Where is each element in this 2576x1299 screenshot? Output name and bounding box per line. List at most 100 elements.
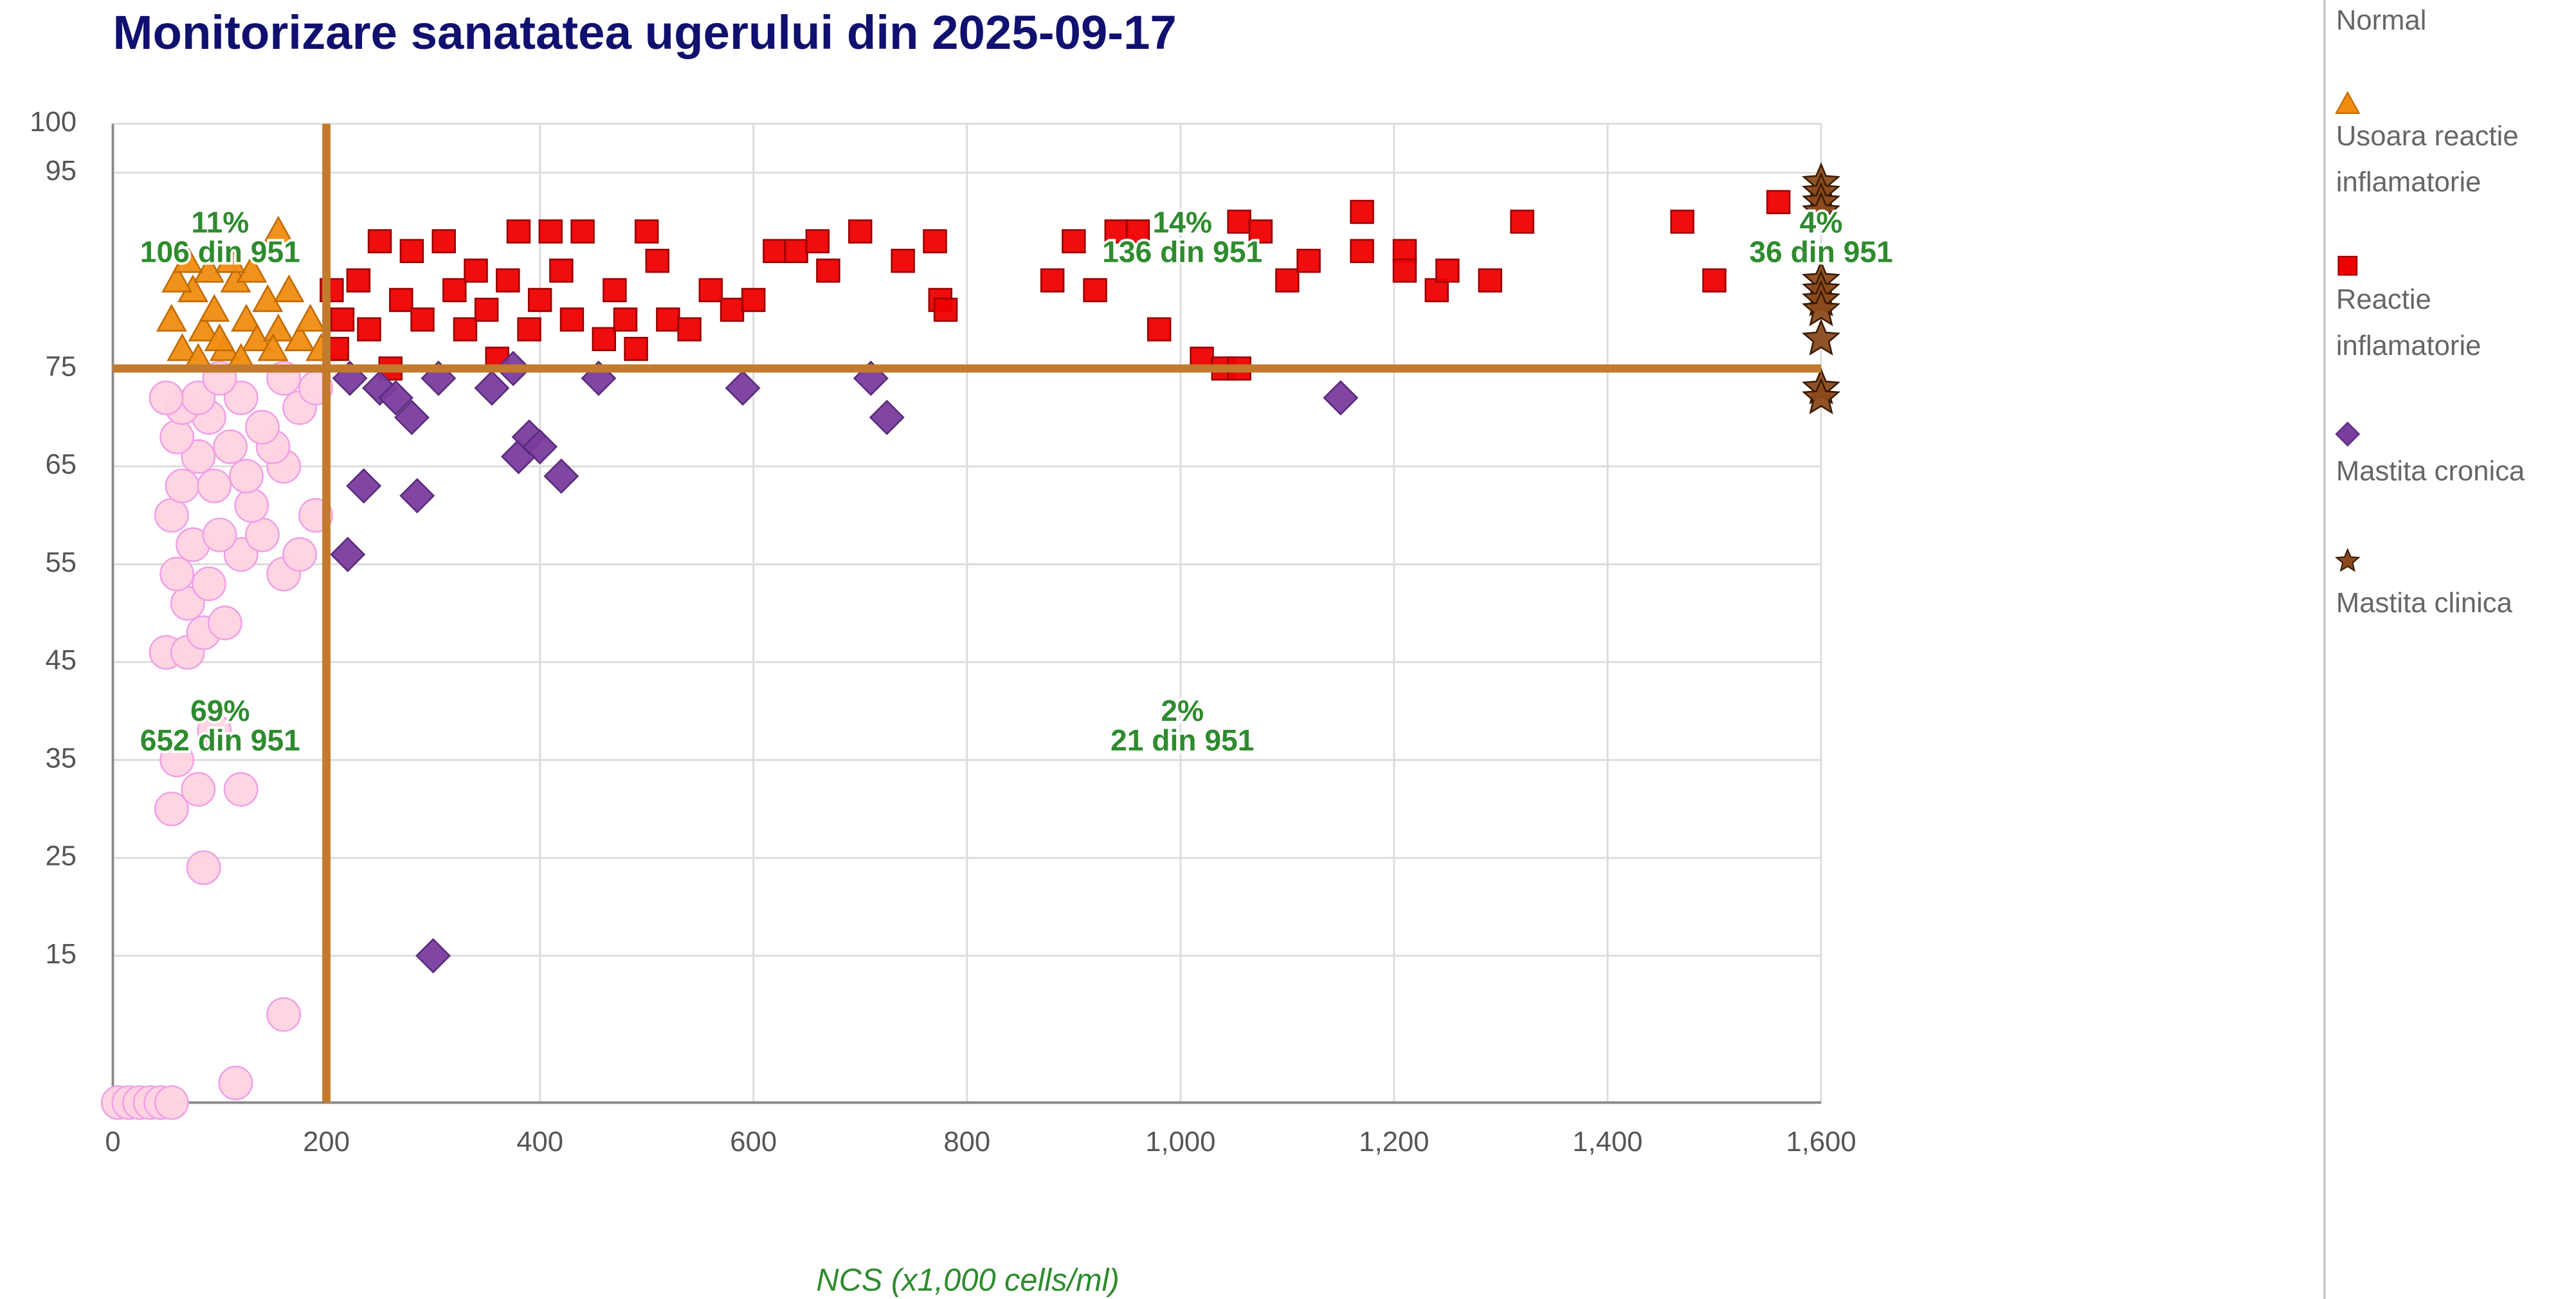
data-point [613,307,638,332]
legend-label: Reactie inflamatorie [2336,284,2481,362]
data-point [357,317,381,341]
data-point [154,1085,189,1120]
legend-entry: Mastita cronica [2336,455,2525,487]
data-point [522,429,558,465]
data-point [1350,199,1374,224]
data-point [389,287,413,313]
data-point [415,938,451,974]
annotation-count: 652 din 951 [140,723,300,757]
data-point [156,304,187,332]
data-point [262,313,294,341]
data-point [1392,259,1417,283]
data-point [1802,289,1841,327]
data-point [1702,268,1727,293]
data-point [869,399,905,435]
data-point [245,410,280,445]
data-point [805,229,830,253]
data-point [527,287,552,313]
data-point [188,313,219,341]
data-point [181,772,216,807]
y-tick-label: 65 [46,450,77,480]
data-point [624,336,648,361]
data-point [273,274,305,302]
data-point [399,478,435,514]
x-tick-label: 1,000 [1145,1127,1215,1158]
data-point [215,245,246,273]
legend-label: Mastita clinica [2336,587,2512,619]
data-point [159,419,195,455]
data-point [1275,268,1300,293]
data-point [634,219,659,244]
data-point [410,307,435,332]
data-point [234,488,269,523]
data-point [346,468,382,504]
legend-marker [2337,255,2358,276]
x-tick-label: 400 [516,1127,563,1158]
legend-label: Mastita cronica [2336,455,2525,487]
data-point [933,297,958,322]
data-point [645,248,670,273]
data-point [1323,380,1359,416]
data-point [367,229,392,253]
data-point [231,304,262,332]
data-point [229,459,264,494]
data-point [720,297,745,322]
data-point [1227,209,1251,234]
y-tick-label: 15 [46,939,77,970]
data-point [149,380,184,415]
data-point [1802,377,1841,415]
y-tick-label: 35 [46,743,77,774]
data-point [193,255,224,283]
data-point [506,219,531,244]
data-point [741,287,766,313]
x-axis-label: NCS (x1,000 cells/ml) [816,1263,1119,1298]
x-tick-label: 0 [105,1127,120,1158]
data-point [330,307,355,332]
legend-marker [2335,421,2361,447]
x-tick-label: 1,600 [1786,1127,1856,1158]
data-point [592,327,616,352]
legend-marker [2335,548,2361,572]
data-point [252,284,284,313]
data-point [848,219,873,244]
data-point [656,307,680,332]
legend-marker [2335,91,2361,114]
legend-label: Normal [2336,5,2427,37]
data-point [559,307,585,332]
data-point [257,333,289,361]
legend-entry: Reactie inflamatorie [2336,284,2481,362]
y-tick-label: 100 [30,107,77,138]
data-point [496,268,520,293]
data-point [165,468,200,504]
data-point [199,294,230,322]
data-point [202,517,237,552]
annotation-percent: 4% [1800,205,1843,239]
data-point [453,317,478,341]
data-point [549,259,574,283]
data-point [891,248,915,273]
data-point [223,772,259,807]
data-point [1766,190,1791,215]
data-point [159,742,195,777]
data-point [1435,259,1460,283]
data-point [207,605,242,640]
chart-title: Monitorizare sanatatea ugerului din 2025… [113,6,1177,59]
x-tick-label: 800 [943,1127,990,1158]
annotation-percent: 2% [1161,694,1204,727]
data-point [570,219,595,244]
data-point [284,323,316,352]
data-point [330,536,366,572]
legend-entry: Usoara reactie inflamatorie [2336,120,2519,199]
data-point [1350,239,1374,264]
data-point [464,259,488,283]
data-point [346,268,371,293]
annotation-count: 21 din 951 [1111,723,1254,757]
data-point [1296,248,1321,273]
annotation-count: 106 din 951 [140,235,300,268]
data-point [154,791,189,826]
data-point [362,370,398,406]
data-point [1248,219,1273,244]
data-point [1040,268,1065,293]
annotation-percent: 14% [1153,205,1212,239]
legend-label: Usoara reactie inflamatorie [2336,120,2519,199]
